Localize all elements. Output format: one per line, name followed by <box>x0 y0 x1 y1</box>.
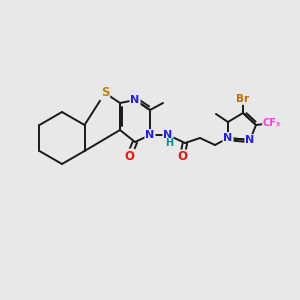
Text: N: N <box>245 135 255 145</box>
Text: N: N <box>130 95 140 105</box>
Text: N: N <box>146 130 154 140</box>
Text: CF₃: CF₃ <box>263 118 281 128</box>
Text: H: H <box>165 138 173 148</box>
Text: Br: Br <box>236 94 250 104</box>
Text: O: O <box>177 151 187 164</box>
Text: N: N <box>224 133 232 143</box>
Text: S: S <box>101 86 109 100</box>
Text: O: O <box>124 149 134 163</box>
Text: N: N <box>164 130 172 140</box>
